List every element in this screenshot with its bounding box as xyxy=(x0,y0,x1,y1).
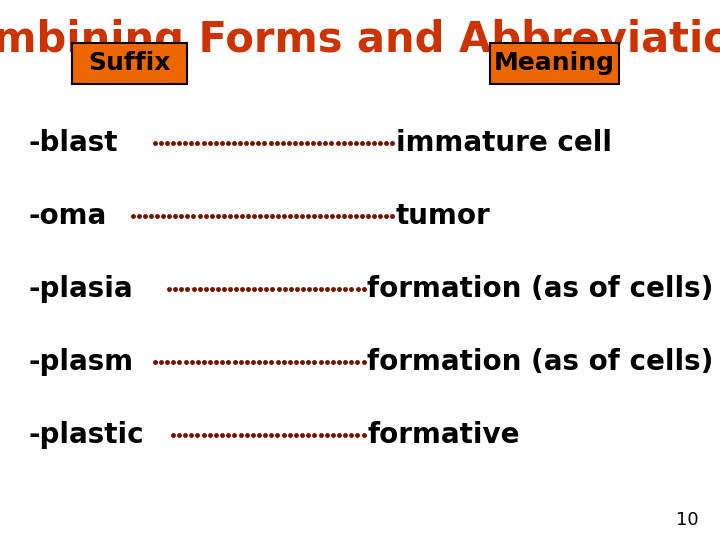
Text: tumor: tumor xyxy=(396,202,491,230)
Text: 10: 10 xyxy=(676,511,698,529)
Text: -plasm: -plasm xyxy=(29,348,134,376)
FancyBboxPatch shape xyxy=(72,43,187,84)
Text: Meaning: Meaning xyxy=(494,51,615,76)
Text: Suffix: Suffix xyxy=(89,51,171,76)
Text: formative: formative xyxy=(367,421,520,449)
Text: formation (as of cells): formation (as of cells) xyxy=(367,275,714,303)
Text: immature cell: immature cell xyxy=(396,129,612,157)
Text: -oma: -oma xyxy=(29,202,107,230)
Text: -blast: -blast xyxy=(29,129,118,157)
Text: -plastic: -plastic xyxy=(29,421,145,449)
FancyBboxPatch shape xyxy=(490,43,619,84)
Text: -plasia: -plasia xyxy=(29,275,133,303)
Text: Combining Forms and Abbreviations: Combining Forms and Abbreviations xyxy=(0,19,720,61)
Text: formation (as of cells): formation (as of cells) xyxy=(367,348,714,376)
